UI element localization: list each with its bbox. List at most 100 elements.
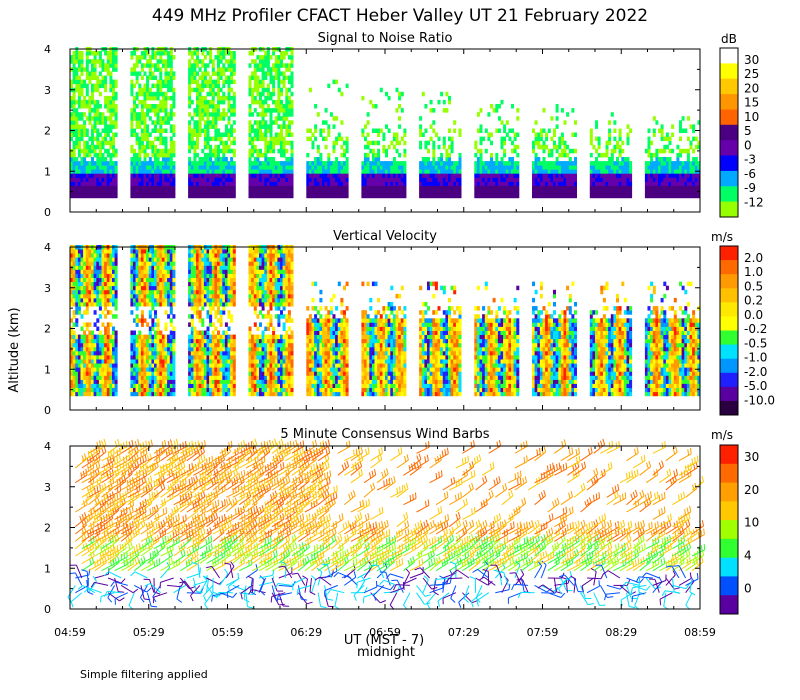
- snr-cell: [130, 112, 134, 117]
- vv-cell: [80, 371, 84, 376]
- snr-cell: [75, 83, 79, 89]
- snr-cell: [277, 189, 281, 195]
- snr-cell: [563, 189, 567, 195]
- vv-cell: [106, 265, 110, 270]
- snr-cell: [269, 67, 273, 72]
- vv-cell: [98, 249, 102, 254]
- vv-cell: [75, 253, 79, 258]
- snr-cell: [140, 165, 144, 170]
- vv-cell: [148, 310, 152, 315]
- snr-cell: [164, 91, 168, 97]
- snr-cell: [458, 161, 462, 166]
- snr-cell: [340, 136, 344, 142]
- snr-cell: [282, 173, 286, 178]
- snr-cell: [138, 87, 142, 93]
- snr-cell: [164, 148, 168, 154]
- snr-cell: [448, 128, 451, 133]
- vv-cell: [130, 350, 134, 356]
- snr-cell: [403, 165, 407, 170]
- snr-cell: [169, 157, 173, 162]
- vv-cell: [75, 306, 79, 311]
- vv-cell: [154, 314, 157, 319]
- snr-cell: [602, 173, 606, 178]
- snr-cell: [277, 173, 281, 178]
- snr-cell: [167, 83, 171, 89]
- vv-cell: [130, 277, 134, 283]
- snr-cell: [93, 148, 97, 154]
- snr-cell: [392, 144, 396, 150]
- snr-cell: [148, 185, 152, 190]
- snr-cell: [112, 79, 115, 85]
- snr-cell: [537, 173, 541, 178]
- snr-cell: [112, 132, 115, 137]
- snr-cell: [80, 193, 84, 199]
- snr-cell: [232, 95, 236, 101]
- panel-title-vertical-velocity: Vertical Velocity: [333, 229, 437, 244]
- vv-cell: [169, 302, 173, 307]
- snr-cell: [629, 185, 633, 190]
- snr-cell: [83, 79, 87, 85]
- snr-cell: [618, 185, 622, 190]
- vv-cell: [101, 265, 105, 270]
- snr-cell: [203, 144, 207, 150]
- vv-cell: [130, 346, 134, 352]
- vv-cell: [109, 334, 113, 340]
- vv-cell: [130, 338, 134, 344]
- snr-cell: [448, 95, 451, 101]
- snr-cell: [83, 157, 87, 162]
- vv-cell: [106, 273, 110, 278]
- vv-cell: [146, 338, 150, 344]
- snr-cell: [424, 173, 428, 178]
- snr-cell: [70, 177, 73, 182]
- snr-cell: [272, 99, 276, 105]
- vv-cell: [148, 367, 152, 372]
- snr-cell: [203, 55, 207, 60]
- snr-cell: [93, 152, 97, 158]
- snr-cell: [159, 185, 163, 190]
- snr-cell: [432, 128, 436, 133]
- snr-cell: [219, 75, 223, 80]
- vv-cell: [104, 330, 108, 335]
- snr-cell: [154, 169, 157, 174]
- snr-cell: [681, 128, 685, 133]
- vv-cell: [203, 342, 207, 348]
- snr-cell: [429, 99, 433, 105]
- vv-cell: [167, 265, 171, 270]
- vv-cell: [196, 277, 199, 283]
- snr-cell: [206, 165, 210, 170]
- snr-cell: [553, 189, 556, 195]
- snr-cell: [264, 128, 268, 133]
- snr-cell: [224, 79, 228, 85]
- snr-cell: [188, 120, 192, 125]
- snr-cell: [332, 161, 336, 166]
- snr-cell: [364, 161, 367, 166]
- snr-cell: [390, 193, 394, 199]
- snr-cell: [608, 128, 612, 133]
- vv-cell: [201, 285, 205, 291]
- snr-cell: [232, 104, 236, 109]
- snr-cell: [605, 189, 609, 195]
- snr-cell: [214, 91, 218, 97]
- vv-cell: [167, 277, 171, 283]
- snr-cell: [77, 112, 81, 117]
- snr-cell: [203, 83, 207, 89]
- snr-cell: [104, 75, 108, 80]
- vv-cell: [201, 273, 205, 278]
- snr-cell: [135, 177, 139, 182]
- snr-cell: [448, 161, 451, 166]
- vv-cell: [109, 375, 113, 380]
- vv-cell: [75, 383, 79, 388]
- snr-cell: [80, 128, 84, 133]
- snr-cell: [266, 124, 270, 129]
- snr-cell: [104, 193, 108, 199]
- snr-cell: [539, 173, 543, 178]
- snr-cell: [135, 75, 139, 80]
- snr-cell: [395, 136, 399, 142]
- snr-cell: [671, 124, 675, 129]
- snr-cell: [319, 177, 323, 182]
- vv-cell: [138, 289, 142, 295]
- vv-cell: [143, 289, 147, 295]
- snr-cell: [206, 79, 210, 85]
- snr-cell: [421, 169, 425, 174]
